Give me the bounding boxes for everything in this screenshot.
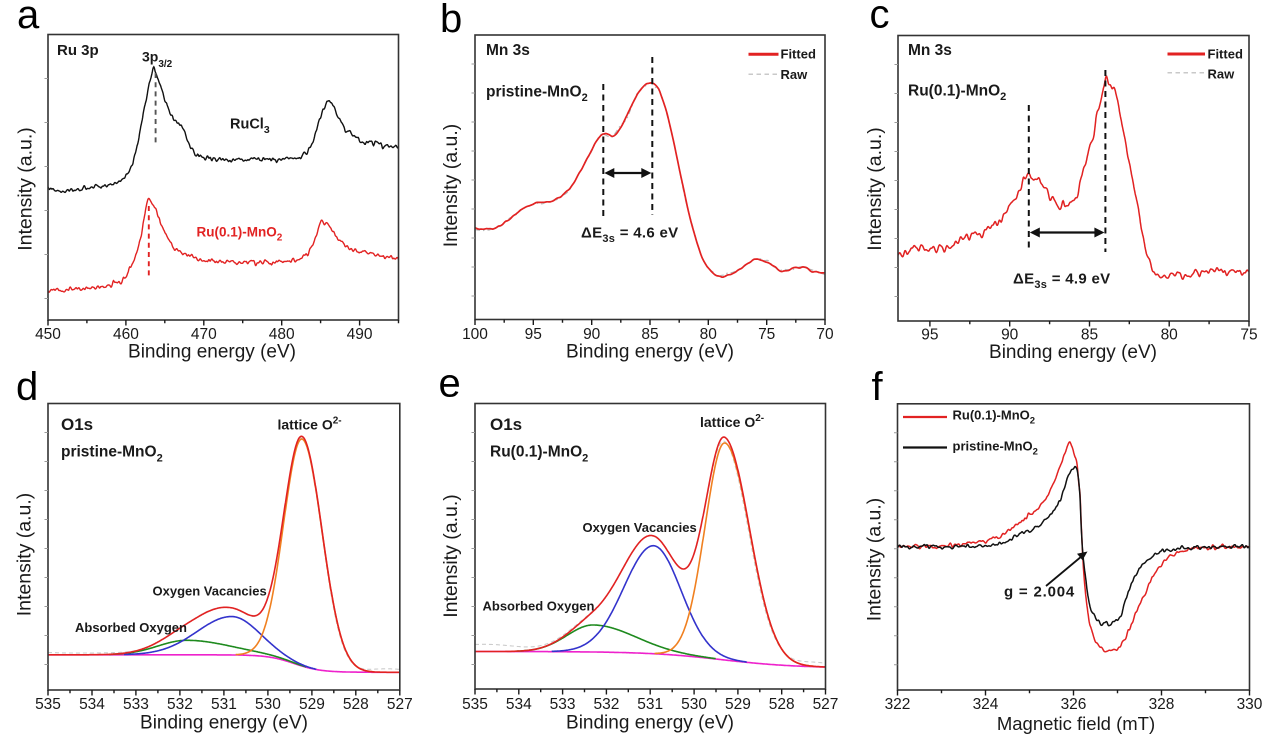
svg-text:Binding energy (eV): Binding energy (eV) bbox=[989, 342, 1157, 363]
svg-text:450: 450 bbox=[35, 326, 61, 343]
svg-text:Ru(0.1)-MnO2: Ru(0.1)-MnO2 bbox=[953, 408, 1036, 427]
svg-text:490: 490 bbox=[347, 326, 373, 343]
svg-text:O1s: O1s bbox=[61, 415, 93, 434]
svg-text:528: 528 bbox=[343, 696, 369, 713]
svg-text:Intensity (a.u.): Intensity (a.u.) bbox=[864, 498, 886, 622]
svg-text:Mn 3s: Mn 3s bbox=[486, 42, 530, 59]
svg-text:Fitted: Fitted bbox=[781, 47, 816, 62]
svg-text:534: 534 bbox=[79, 696, 105, 713]
svg-text:f: f bbox=[872, 365, 884, 409]
svg-text:Intensity (a.u.): Intensity (a.u.) bbox=[864, 127, 886, 251]
svg-text:480: 480 bbox=[269, 326, 295, 343]
svg-text:Binding energy (eV): Binding energy (eV) bbox=[566, 342, 734, 363]
svg-text:322: 322 bbox=[885, 696, 911, 713]
svg-text:534: 534 bbox=[506, 696, 532, 713]
svg-text:535: 535 bbox=[35, 696, 61, 713]
svg-text:Ru 3p: Ru 3p bbox=[57, 42, 99, 59]
svg-text:90: 90 bbox=[1001, 327, 1019, 344]
svg-text:80: 80 bbox=[700, 326, 718, 343]
svg-text:532: 532 bbox=[593, 696, 619, 713]
svg-text:324: 324 bbox=[973, 696, 999, 713]
svg-text:531: 531 bbox=[637, 696, 663, 713]
svg-text:527: 527 bbox=[813, 696, 839, 713]
svg-text:460: 460 bbox=[113, 326, 139, 343]
svg-text:533: 533 bbox=[123, 696, 149, 713]
svg-text:527: 527 bbox=[387, 696, 413, 713]
svg-text:85: 85 bbox=[1081, 327, 1098, 344]
svg-text:a: a bbox=[17, 0, 40, 37]
svg-text:Oxygen Vacancies: Oxygen Vacancies bbox=[153, 584, 267, 599]
svg-text:Magnetic field (mT): Magnetic field (mT) bbox=[997, 713, 1155, 734]
svg-text:pristine-MnO2: pristine-MnO2 bbox=[953, 439, 1038, 458]
svg-text:80: 80 bbox=[1161, 327, 1179, 344]
svg-text:532: 532 bbox=[167, 696, 193, 713]
svg-text:e: e bbox=[439, 362, 461, 406]
svg-text:Absorbed Oxygen: Absorbed Oxygen bbox=[483, 599, 595, 614]
svg-text:lattice O2-: lattice O2- bbox=[278, 416, 342, 433]
svg-text:Mn 3s: Mn 3s bbox=[908, 42, 952, 59]
svg-text:Intensity (a.u.): Intensity (a.u.) bbox=[15, 127, 37, 251]
svg-text:75: 75 bbox=[758, 326, 775, 343]
svg-text:530: 530 bbox=[255, 696, 281, 713]
svg-text:85: 85 bbox=[641, 326, 658, 343]
svg-text:90: 90 bbox=[583, 326, 601, 343]
svg-text:95: 95 bbox=[921, 327, 938, 344]
svg-text:529: 529 bbox=[725, 696, 751, 713]
svg-text:528: 528 bbox=[769, 696, 795, 713]
svg-text:pristine-MnO2: pristine-MnO2 bbox=[61, 444, 163, 465]
svg-text:Oxygen Vacancies: Oxygen Vacancies bbox=[583, 520, 697, 535]
svg-text:Ru(0.1)-MnO2: Ru(0.1)-MnO2 bbox=[908, 83, 1006, 104]
svg-text:Raw: Raw bbox=[781, 67, 809, 82]
svg-text:pristine-MnO2: pristine-MnO2 bbox=[486, 84, 588, 105]
svg-text:c: c bbox=[870, 0, 890, 37]
svg-text:533: 533 bbox=[550, 696, 576, 713]
svg-text:Binding energy (eV): Binding energy (eV) bbox=[566, 713, 734, 734]
svg-text:lattice O2-: lattice O2- bbox=[700, 413, 764, 430]
svg-text:Ru(0.1)-MnO2: Ru(0.1)-MnO2 bbox=[490, 444, 588, 465]
svg-text:330: 330 bbox=[1237, 696, 1263, 713]
svg-text:100: 100 bbox=[462, 326, 488, 343]
svg-text:Fitted: Fitted bbox=[1208, 47, 1243, 62]
svg-text:Absorbed Oxygen: Absorbed Oxygen bbox=[75, 620, 187, 635]
svg-text:75: 75 bbox=[1240, 327, 1257, 344]
svg-text:RuCl3: RuCl3 bbox=[230, 117, 270, 137]
svg-text:95: 95 bbox=[525, 326, 542, 343]
svg-text:b: b bbox=[440, 0, 462, 41]
svg-text:Binding energy (eV): Binding energy (eV) bbox=[140, 713, 308, 734]
svg-text:O1s: O1s bbox=[490, 415, 522, 434]
svg-text:Ru(0.1)-MnO2: Ru(0.1)-MnO2 bbox=[197, 225, 283, 244]
svg-text:d: d bbox=[16, 365, 38, 409]
svg-text:Intensity (a.u.): Intensity (a.u.) bbox=[440, 124, 462, 248]
svg-text:529: 529 bbox=[299, 696, 325, 713]
svg-text:Intensity (a.u.): Intensity (a.u.) bbox=[14, 493, 36, 617]
svg-text:328: 328 bbox=[1149, 696, 1175, 713]
svg-text:470: 470 bbox=[191, 326, 217, 343]
svg-text:Intensity (a.u.): Intensity (a.u.) bbox=[440, 494, 462, 618]
svg-text:535: 535 bbox=[462, 696, 488, 713]
svg-text:Binding energy (eV): Binding energy (eV) bbox=[128, 342, 296, 363]
svg-text:326: 326 bbox=[1061, 696, 1087, 713]
svg-text:Raw: Raw bbox=[1208, 67, 1236, 82]
svg-text:70: 70 bbox=[816, 326, 834, 343]
svg-text:531: 531 bbox=[211, 696, 237, 713]
svg-text:530: 530 bbox=[681, 696, 707, 713]
svg-text:g = 2.004: g = 2.004 bbox=[1004, 584, 1075, 601]
